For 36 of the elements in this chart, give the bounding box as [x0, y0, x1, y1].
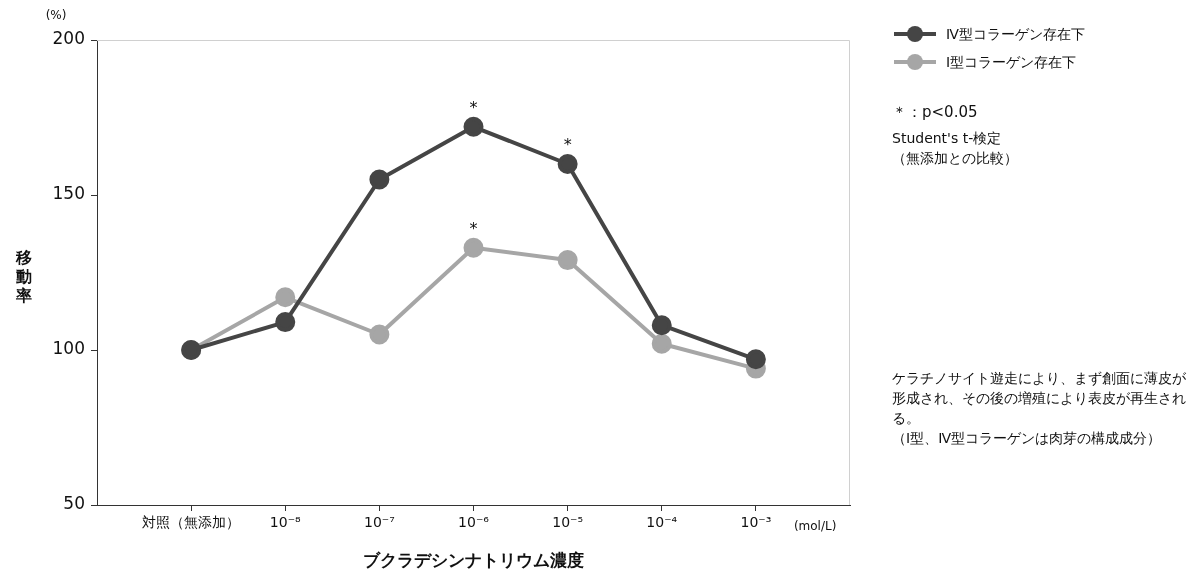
point	[369, 324, 390, 345]
y-axis-title: 移動率	[15, 247, 32, 305]
x-tick-label: 10⁻⁷	[363, 514, 395, 531]
point	[557, 154, 578, 174]
y-tick-label: 200	[52, 28, 85, 49]
text: (%)	[45, 8, 67, 23]
annotation: *	[469, 97, 478, 117]
point	[463, 237, 484, 258]
point	[651, 315, 672, 336]
x-tick-label: 10⁻⁴	[646, 514, 678, 531]
text: ＊：p<0.05	[892, 102, 979, 122]
point	[745, 349, 766, 370]
x-tick-label: 10⁻³	[740, 514, 772, 531]
text: (mol/L)	[793, 519, 837, 534]
text: （無添加との比較）	[892, 149, 1019, 168]
annotation: *	[469, 218, 478, 238]
y-tick-label: 150	[52, 183, 85, 204]
y-tick-label: 100	[52, 338, 85, 359]
y-tick-label: 50	[63, 493, 85, 514]
x-axis-title: ブクラデシンナトリウム濃度	[363, 550, 584, 571]
x-tick-label: 10⁻⁸	[269, 514, 302, 531]
x-tick-label: 10⁻⁶	[458, 514, 490, 531]
point	[275, 287, 296, 308]
annotation: *	[563, 135, 572, 155]
point	[651, 333, 672, 354]
legend-label: Ⅰ型コラーゲン存在下	[946, 53, 1077, 72]
point	[557, 250, 578, 271]
text: ケラチノサイト遊走により、まず創面に薄皮が形成され、その後の増殖により表皮が再生される。	[892, 369, 1187, 428]
legend-label: Ⅳ型コラーゲン存在下	[946, 25, 1085, 44]
point	[369, 169, 390, 190]
text: Student's t-検定	[892, 129, 1003, 148]
x-tick-label: 10⁻⁵	[552, 514, 584, 531]
text: （Ⅰ型、Ⅳ型コラーゲンは肉芽の構成成分）	[892, 429, 1163, 448]
point	[463, 116, 484, 137]
x-tick-label: 対照（無添加）	[142, 514, 241, 531]
point	[275, 312, 296, 333]
